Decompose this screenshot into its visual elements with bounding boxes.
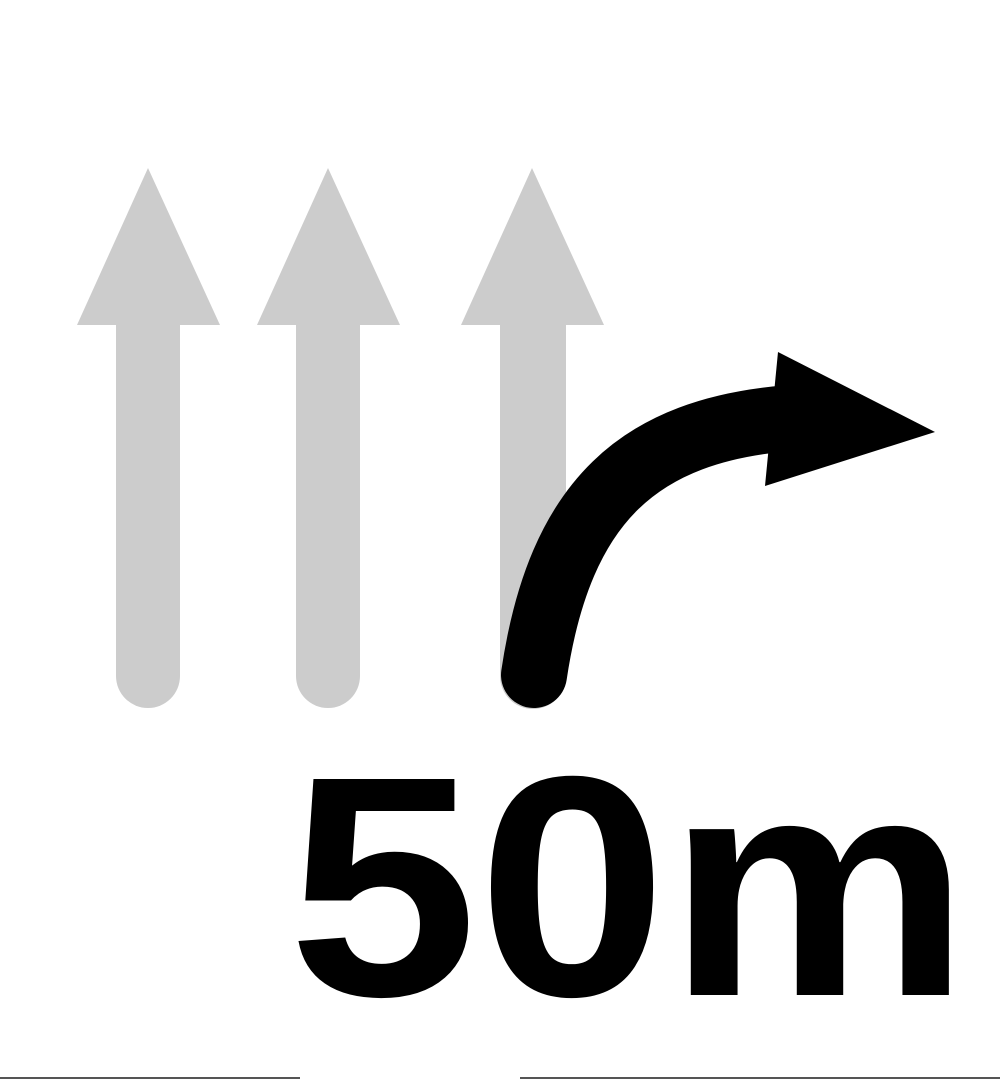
distance: 50m (288, 711, 970, 1062)
turn-arrow (501, 352, 935, 708)
lane-arrow (257, 168, 400, 708)
lane-arrows (77, 168, 604, 709)
lane-arrow (77, 168, 220, 708)
